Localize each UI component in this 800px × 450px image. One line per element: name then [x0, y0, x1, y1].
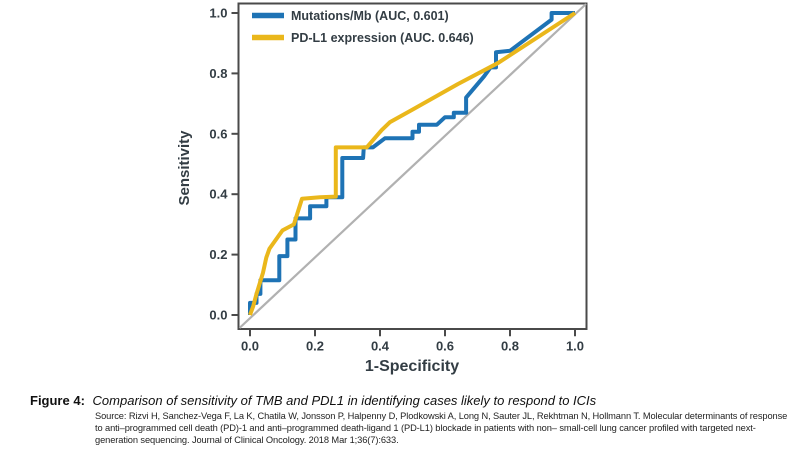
y-tick-label: 0.0: [209, 308, 227, 323]
roc-curves: [248, 11, 577, 316]
figure-caption-label: Figure 4:: [30, 393, 85, 408]
x-axis-ticks: 0.0 0.2 0.4 0.6 0.8 1.0: [241, 329, 584, 353]
x-tick-label: 0.4: [371, 338, 390, 353]
y-tick-label: 1.0: [209, 6, 227, 21]
y-axis-ticks: 0.0 0.2 0.4 0.6 0.8 1.0: [209, 6, 239, 323]
roc-curve-pdl1-expression: [248, 11, 577, 316]
x-tick-label: 0.2: [306, 338, 324, 353]
plot-frame: [237, 2, 588, 330]
roc-curve-mutations-mb: [248, 11, 575, 315]
y-tick-label: 0.6: [209, 126, 227, 141]
y-tick-label: 0.4: [209, 187, 228, 202]
y-axis-title: Sensitivity: [176, 130, 193, 206]
x-tick-label: 0.6: [436, 338, 454, 353]
x-axis-title: 1-Specificity: [365, 358, 459, 375]
roc-chart: 0.0 0.2 0.4 0.6 0.8 1.0 0.0 0.2 0.4 0.6 0.8 1.0 Mu…: [176, 2, 588, 375]
x-tick-label: 0.8: [501, 338, 519, 353]
y-tick-label: 0.2: [209, 247, 227, 262]
legend-label-pdl1: PD-L1 expression (AUC. 0.646): [291, 31, 474, 45]
x-tick-label: 0.0: [241, 338, 259, 353]
y-tick-label: 0.8: [209, 66, 227, 81]
x-tick-label: 1.0: [566, 338, 584, 353]
figure-caption: Figure 4: Comparison of sensitivity of T…: [30, 393, 596, 408]
chance-diagonal-line: [238, 3, 587, 329]
figure-caption-text: Comparison of sensitivity of TMB and PDL…: [92, 393, 597, 408]
figure-source: Source: Rizvi H, Sanchez-Vega F, La K, C…: [95, 411, 787, 447]
source-line-1: Source: Rizvi H, Sanchez-Vega F, La K, C…: [95, 411, 788, 421]
chart-legend: Mutations/Mb (AUC, 0.601) PD-L1 expressi…: [252, 9, 474, 45]
legend-label-mutations: Mutations/Mb (AUC, 0.601): [291, 9, 449, 23]
source-line-3: generation sequencing. Journal of Clinic…: [95, 434, 399, 445]
source-line-2: to anti–programmed cell death (PD)-1 and…: [95, 422, 756, 433]
